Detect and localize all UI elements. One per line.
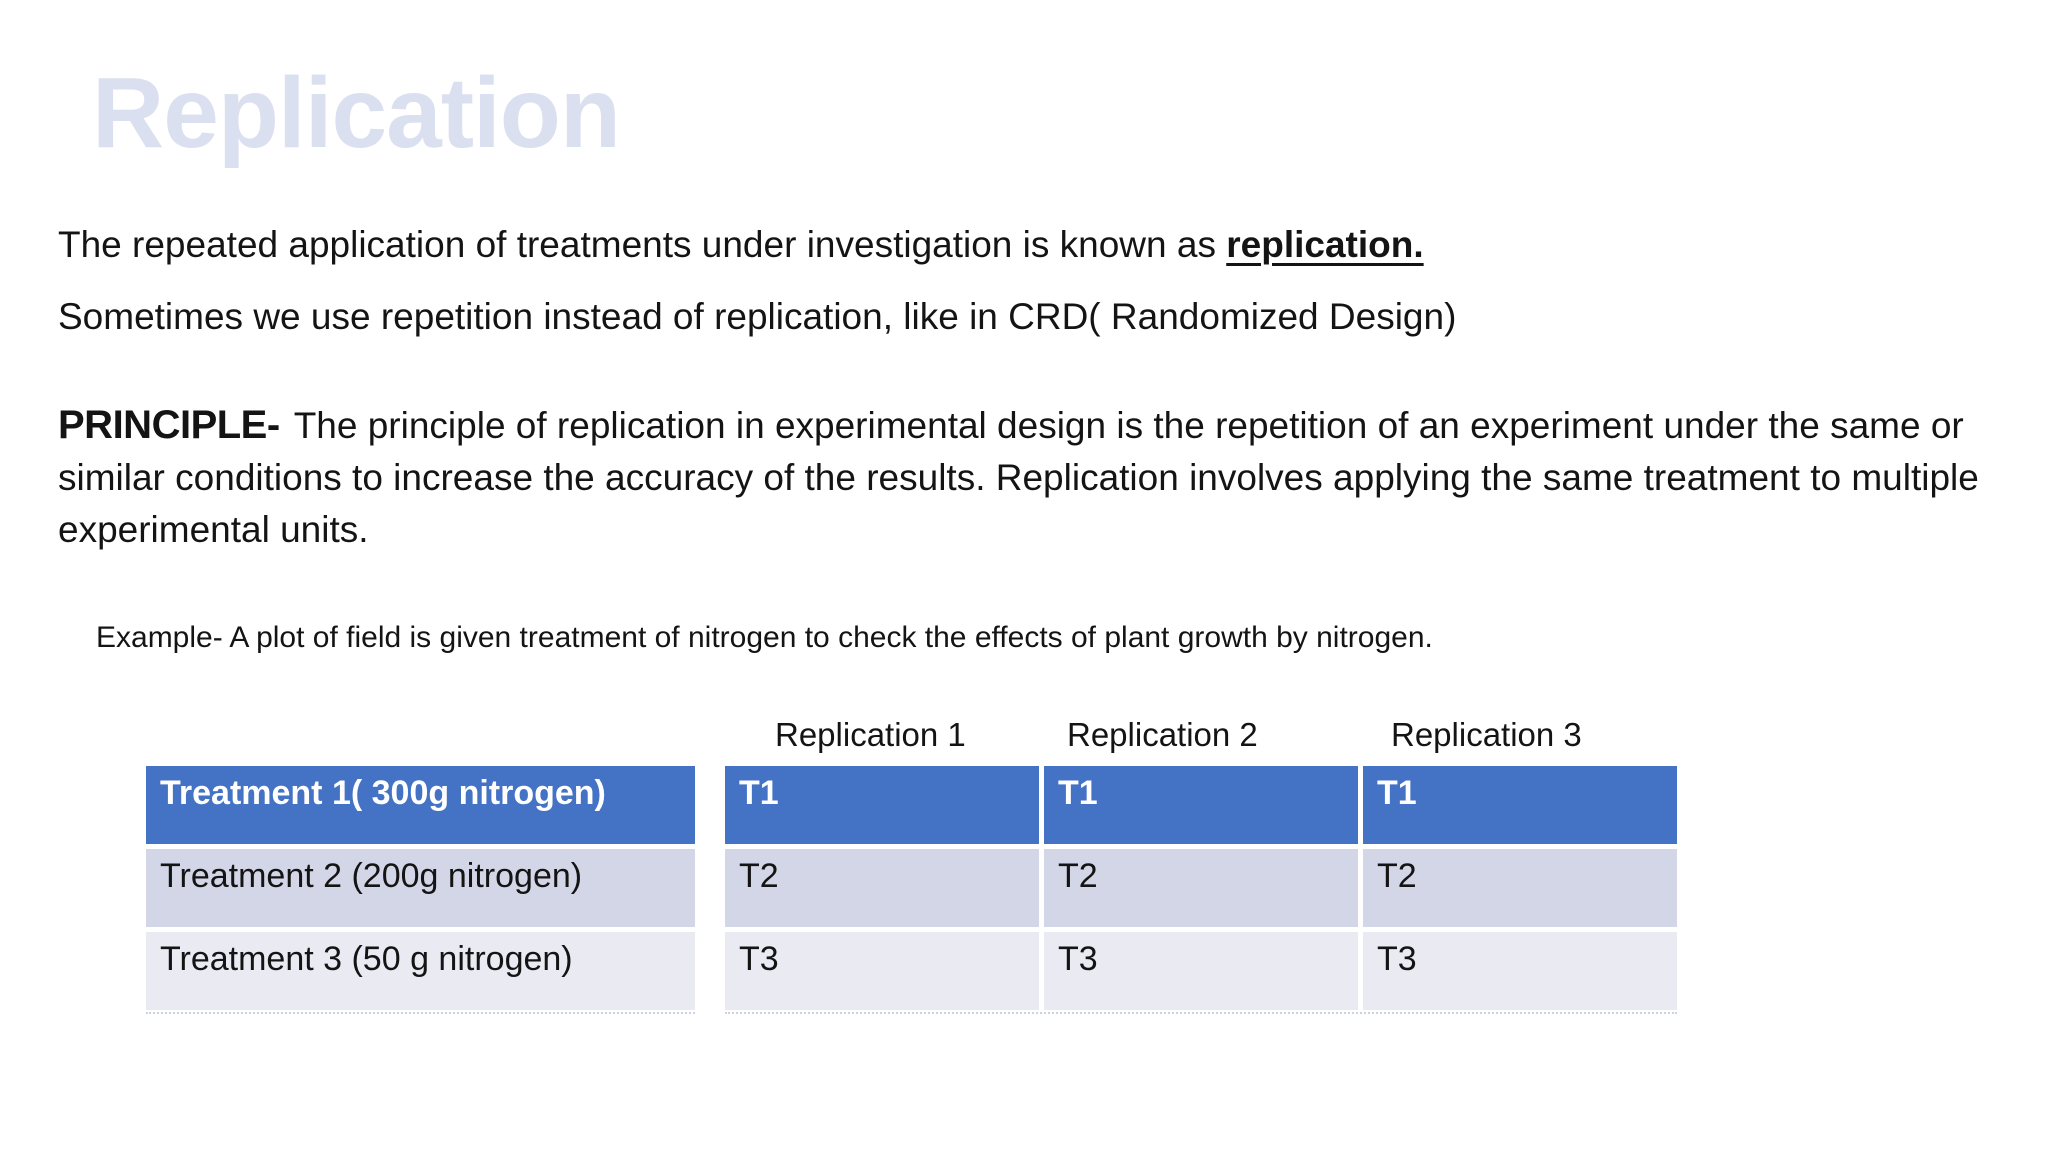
grid-cell-r2c1: T2 [725,849,1039,927]
intro-line-1-text: The repeated application of treatments u… [58,224,1227,265]
treatment-row-2: Treatment 2 (200g nitrogen) [146,849,695,927]
grid-cell-r3c3: T3 [1363,932,1677,1010]
treatment-row-1: Treatment 1( 300g nitrogen) [146,766,695,844]
intro-line-2: Sometimes we use repetition instead of r… [58,296,1457,337]
principle-text: The principle of replication in experime… [58,405,1979,550]
grid-cell-r3c1: T3 [725,932,1039,1010]
slide-title: Replication [92,57,621,169]
grid-cell-r2c3: T2 [1363,849,1677,927]
treatment-row-3: Treatment 3 (50 g nitrogen) [146,932,695,1010]
column-header-replication-3: Replication 3 [1391,716,1582,753]
principle-paragraph: PRINCIPLE- The principle of replication i… [58,399,2008,556]
intro-line-1: The repeated application of treatments u… [58,224,1424,266]
column-header-replication-2: Replication 2 [1067,716,1258,753]
replication-grid: T1 T1 T1 T2 T2 T2 T3 T3 T3 [725,766,1677,1014]
grid-cell-r2c2: T2 [1044,849,1358,927]
grid-cell-r1c1: T1 [725,766,1039,844]
grid-cell-r1c2: T1 [1044,766,1358,844]
intro-line-1-keyword: replication. [1226,224,1424,265]
grid-cell-r3c2: T3 [1044,932,1358,1010]
grid-cell-r1c3: T1 [1363,766,1677,844]
treatment-table: Treatment 1( 300g nitrogen) Treatment 2 … [146,766,695,1014]
principle-label: PRINCIPLE- [58,403,280,447]
column-header-replication-1: Replication 1 [775,716,966,753]
example-paragraph: Example- A plot of field is given treatm… [96,621,1433,654]
